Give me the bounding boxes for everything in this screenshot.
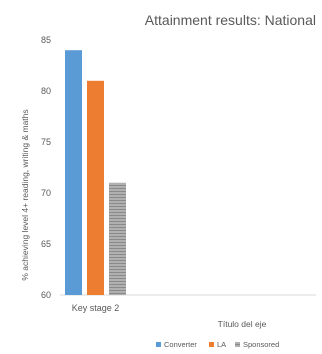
x-axis-ticks: Key stage 2 bbox=[72, 303, 120, 313]
y-tick-label: 60 bbox=[41, 290, 51, 300]
y-axis-label: % achieving level 4+ reading, writing & … bbox=[20, 109, 30, 280]
y-tick-label: 85 bbox=[41, 35, 51, 45]
y-tick-label: 80 bbox=[41, 86, 51, 96]
bars-group bbox=[65, 50, 126, 296]
y-tick-label: 65 bbox=[41, 239, 51, 249]
x-tick-label: Key stage 2 bbox=[72, 303, 120, 313]
chart-title: Attainment results: National bbox=[145, 12, 316, 28]
bar-la bbox=[87, 80, 104, 295]
legend: Converter LA Sponsored bbox=[156, 340, 279, 349]
bar-converter bbox=[65, 50, 82, 296]
y-tick-label: 70 bbox=[41, 188, 51, 198]
legend-label-la: LA bbox=[217, 340, 226, 349]
y-axis-ticks: 60 65 70 75 80 85 bbox=[41, 35, 51, 300]
y-axis-label-group: % achieving level 4+ reading, writing & … bbox=[20, 109, 30, 280]
legend-label-converter: Converter bbox=[164, 340, 197, 349]
legend-label-sponsored: Sponsored bbox=[243, 340, 279, 349]
legend-swatch-la bbox=[209, 342, 214, 347]
x-axis-label: Título del eje bbox=[218, 319, 267, 329]
y-tick-label: 75 bbox=[41, 137, 51, 147]
bar-sponsored bbox=[109, 182, 126, 295]
legend-swatch-sponsored bbox=[235, 342, 240, 347]
legend-swatch-converter bbox=[156, 342, 161, 347]
